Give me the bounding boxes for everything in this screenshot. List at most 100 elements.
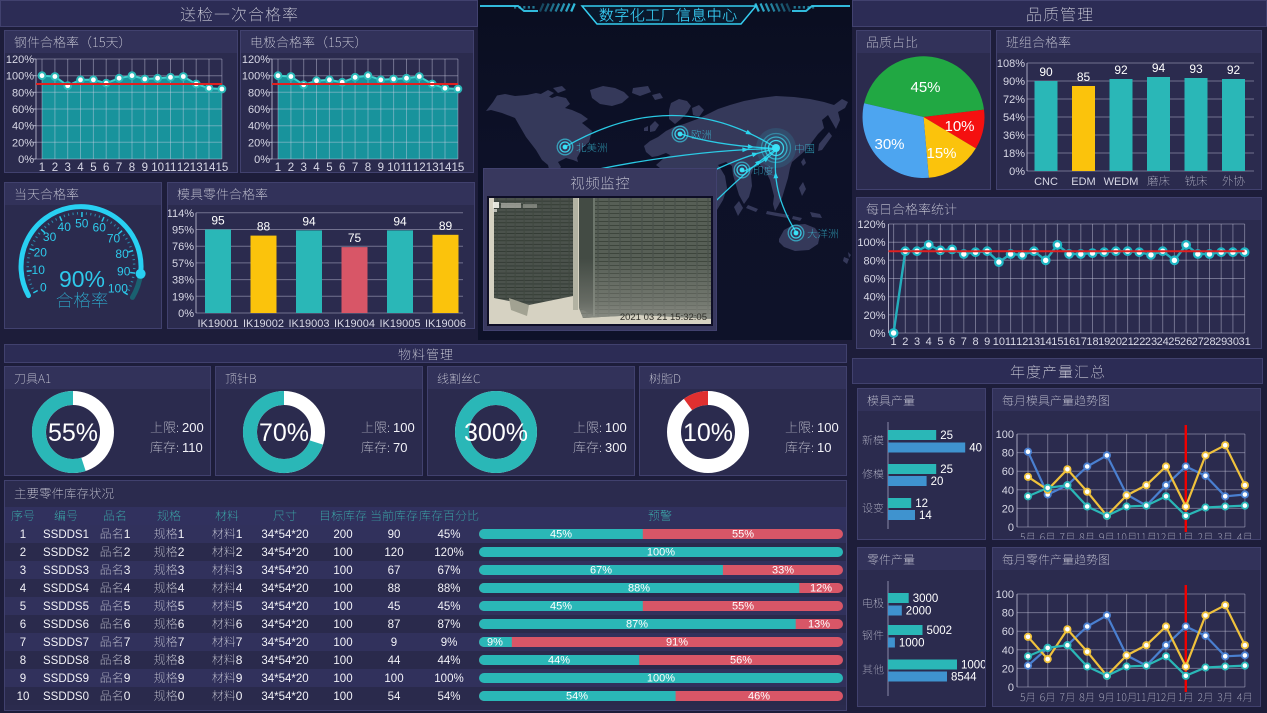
svg-text:2000: 2000 [906, 606, 932, 618]
svg-text:6: 6 [124, 617, 131, 631]
svg-text:40: 40 [1002, 645, 1014, 657]
svg-text:9: 9 [378, 162, 384, 172]
svg-text:24: 24 [1157, 336, 1169, 348]
svg-text:10: 10 [17, 691, 30, 703]
svg-text:33%: 33% [772, 565, 794, 577]
svg-text:12: 12 [413, 162, 426, 172]
svg-text:40: 40 [1002, 485, 1014, 497]
svg-text:54%: 54% [437, 691, 460, 703]
svg-text:2: 2 [52, 162, 58, 172]
svg-text:45%: 45% [550, 601, 572, 613]
svg-text:4: 4 [77, 162, 84, 172]
svg-text:10: 10 [32, 263, 46, 277]
svg-text:70%: 70% [259, 419, 309, 447]
svg-text:44: 44 [388, 655, 401, 667]
svg-text:EDM: EDM [1071, 176, 1095, 188]
svg-text:IK19001: IK19001 [198, 318, 239, 328]
svg-text:SSDDS8: SSDDS8 [43, 655, 89, 667]
svg-text:54%: 54% [566, 691, 588, 703]
svg-text:93: 93 [1189, 62, 1203, 76]
svg-text:72%: 72% [1003, 94, 1025, 106]
svg-text:34*54*20: 34*54*20 [261, 547, 308, 559]
svg-text:90: 90 [1039, 65, 1053, 79]
svg-text:3: 3 [20, 565, 26, 577]
svg-text:SSDDS2: SSDDS2 [43, 547, 89, 559]
svg-text:SSDDS6: SSDDS6 [43, 619, 89, 631]
svg-text:55%: 55% [732, 529, 754, 541]
svg-text:10000: 10000 [961, 660, 985, 672]
svg-text:1: 1 [39, 162, 45, 172]
svg-text:2: 2 [124, 545, 131, 559]
svg-text:38%: 38% [172, 275, 194, 287]
svg-text:28: 28 [1203, 336, 1215, 348]
svg-text:45%: 45% [910, 79, 940, 96]
svg-text:13: 13 [426, 162, 439, 172]
svg-text:34*54*20: 34*54*20 [261, 691, 308, 703]
svg-text:9: 9 [178, 671, 185, 685]
svg-text:40: 40 [58, 220, 72, 234]
svg-text:4: 4 [20, 583, 27, 595]
svg-text:60%: 60% [863, 274, 885, 286]
svg-text:100%: 100% [6, 71, 34, 83]
svg-text:11: 11 [401, 162, 413, 172]
svg-text:1: 1 [891, 336, 897, 348]
svg-text:120%: 120% [6, 54, 34, 66]
svg-text:12: 12 [915, 498, 928, 510]
svg-text:5: 5 [90, 162, 96, 172]
svg-text:120%: 120% [434, 547, 463, 559]
svg-text:100: 100 [333, 583, 352, 595]
svg-text:76%: 76% [172, 241, 194, 253]
svg-text:88%: 88% [628, 583, 650, 595]
svg-text:5: 5 [124, 599, 131, 613]
svg-text:SSDDS5: SSDDS5 [43, 601, 89, 613]
svg-text:13: 13 [1028, 336, 1040, 348]
svg-text:100%: 100% [857, 237, 885, 249]
svg-text:3: 3 [64, 162, 70, 172]
svg-text:19%: 19% [172, 291, 194, 303]
svg-text:26: 26 [1180, 336, 1192, 348]
svg-text:7: 7 [116, 162, 122, 172]
svg-text:88: 88 [257, 220, 271, 234]
svg-text:100: 100 [333, 547, 352, 559]
svg-text:5: 5 [20, 601, 26, 613]
svg-text:46%: 46% [748, 691, 770, 703]
svg-text:20: 20 [931, 476, 944, 488]
svg-text:40%: 40% [12, 121, 34, 133]
svg-text:9%: 9% [487, 637, 503, 649]
svg-text:4: 4 [124, 581, 131, 595]
svg-text:20: 20 [1002, 503, 1014, 515]
svg-text:100: 100 [384, 673, 403, 685]
svg-text:30%: 30% [874, 136, 904, 153]
svg-text:100: 100 [333, 673, 352, 685]
svg-text:80%: 80% [12, 87, 34, 99]
svg-text:88: 88 [388, 583, 401, 595]
svg-text:14: 14 [1040, 336, 1052, 348]
svg-text:100%: 100% [434, 673, 463, 685]
svg-text:9: 9 [984, 336, 990, 348]
svg-text:20%: 20% [248, 137, 270, 149]
svg-text:44%: 44% [548, 655, 570, 667]
svg-text:6: 6 [339, 162, 345, 172]
svg-text:40: 40 [969, 443, 982, 455]
svg-text:95: 95 [211, 214, 225, 228]
svg-text:100: 100 [333, 601, 352, 613]
svg-text:IK19004: IK19004 [334, 318, 375, 328]
svg-text:67: 67 [388, 565, 401, 577]
svg-text:2: 2 [288, 162, 294, 172]
svg-text:45%: 45% [550, 529, 572, 541]
svg-text:15: 15 [216, 162, 229, 172]
svg-text:300: 300 [605, 440, 627, 455]
svg-text:34*54*20: 34*54*20 [261, 637, 308, 649]
svg-text:100: 100 [996, 589, 1014, 601]
svg-text:13%: 13% [808, 619, 830, 631]
svg-text:54%: 54% [1003, 112, 1025, 124]
svg-text:IK19005: IK19005 [380, 318, 421, 328]
svg-text:0: 0 [178, 689, 185, 703]
svg-text:22: 22 [1133, 336, 1145, 348]
svg-text:34*54*20: 34*54*20 [261, 601, 308, 613]
svg-text:300%: 300% [464, 419, 528, 447]
svg-text:5002: 5002 [927, 625, 953, 637]
svg-text:4: 4 [236, 581, 243, 595]
svg-text:6: 6 [178, 617, 185, 631]
svg-text:1: 1 [178, 527, 185, 541]
